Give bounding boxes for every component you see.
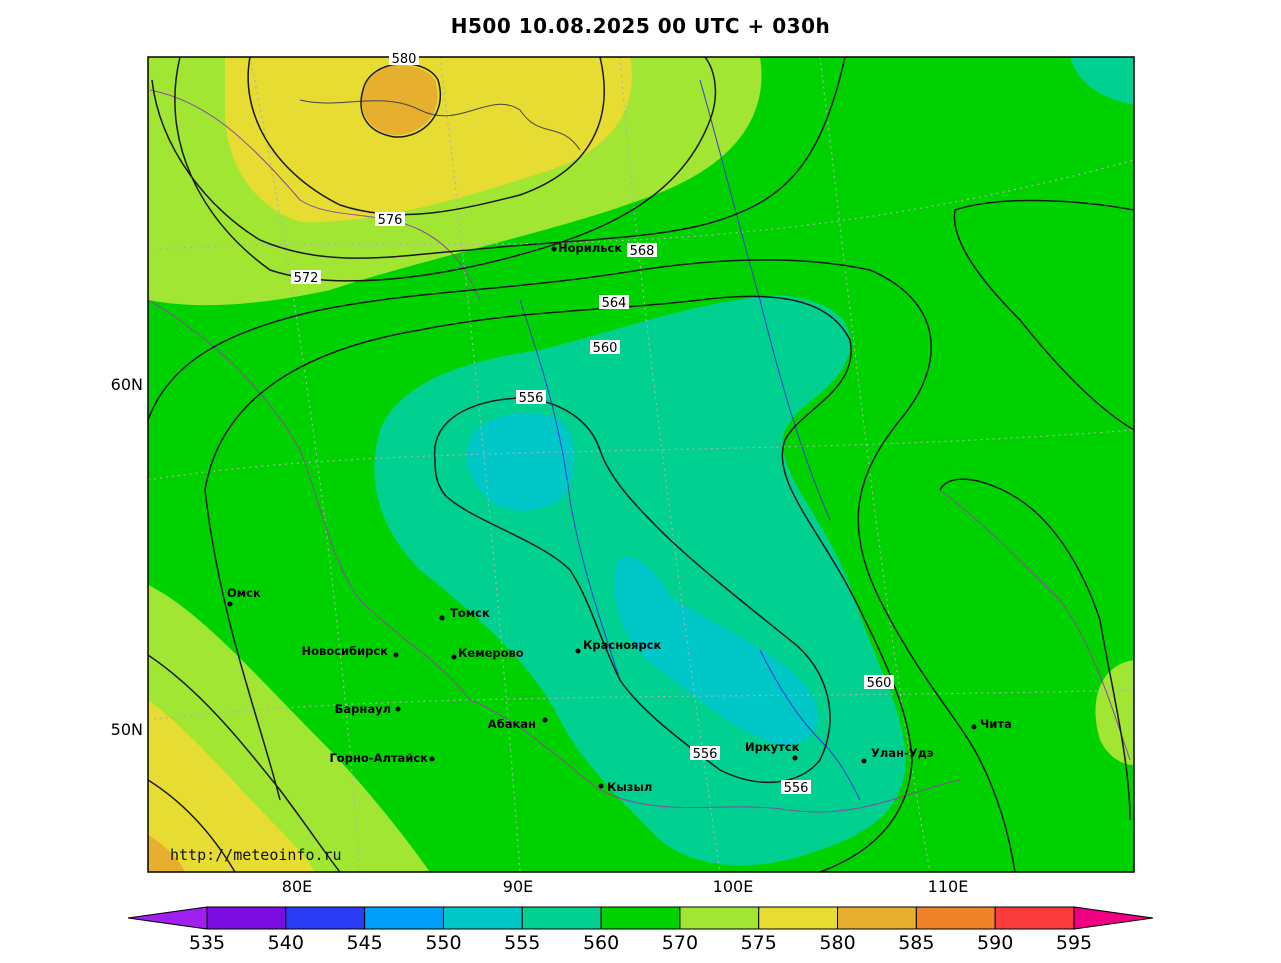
colorbar-segment — [364, 906, 444, 930]
plot-frame — [147, 56, 1135, 873]
field-585-sw — [148, 835, 185, 872]
borders — [148, 79, 1131, 813]
colorbar-tick-label: 580 — [819, 932, 855, 954]
contour-568 — [151, 57, 846, 259]
watermark-url: http://meteoinfo.ru — [170, 846, 342, 864]
contour-label: 564 — [602, 296, 627, 311]
city-label-barnaul: Барнаул — [335, 702, 391, 716]
field-585-north — [361, 65, 438, 135]
city-label-omsk: Омск — [227, 586, 261, 600]
map-plot-area — [148, 57, 1134, 872]
map-title: H500 10.08.2025 00 UTC + 030h — [450, 14, 831, 38]
city-label-kemerovo: Кемерово — [458, 646, 524, 660]
city-label-novosibirsk: Новосибирск — [301, 644, 388, 658]
city-label-kyzyl: Кызыл — [607, 780, 652, 794]
colorbar-tick-label: 535 — [189, 932, 225, 954]
colorbar-segment — [915, 906, 996, 930]
contour-556-outer — [148, 654, 341, 872]
contour-label: 576 — [378, 213, 403, 228]
city-label-abakan: Абакан — [488, 717, 536, 731]
contour-east-2 — [939, 478, 1131, 821]
colorbar-extend-high — [1073, 906, 1154, 930]
colorbar-tick-label: 575 — [741, 932, 777, 954]
contour-label: 556 — [693, 747, 718, 762]
contour-560 — [204, 295, 913, 872]
colorbar-segment — [679, 906, 760, 930]
city-label-krasnoyarsk: Красноярск — [583, 638, 661, 652]
city-label-gorno-altaysk: Горно-Алтайск — [329, 751, 428, 765]
city-label-chita: Чита — [980, 717, 1012, 731]
colorbar-extend-low — [127, 906, 208, 930]
field-555-north-core — [466, 412, 575, 511]
field-555-south-core — [614, 556, 818, 745]
lon-label: 110E — [928, 877, 969, 896]
contour-560-outer — [204, 489, 281, 801]
colorbar-segment — [758, 906, 839, 930]
colorbar-tick-label: 585 — [898, 932, 934, 954]
contour-556 — [433, 397, 831, 783]
lat-label: 50N — [111, 720, 143, 739]
colorbar-tick-label: 570 — [662, 932, 698, 954]
lat-label: 60N — [111, 375, 143, 394]
lon-label: 90E — [503, 877, 533, 896]
contour-label: 560 — [593, 341, 618, 356]
city-label-norilsk: Норильск — [558, 241, 622, 255]
contours — [148, 57, 1134, 872]
colorbar-segment — [994, 906, 1075, 930]
contour-label: 572 — [294, 271, 319, 286]
colorbar-tick-label: 595 — [1056, 932, 1092, 954]
contour-564 — [148, 259, 1016, 872]
colorbar-segment — [521, 906, 602, 930]
contour-label: 568 — [630, 244, 655, 259]
city-label-ulan-ude: Улан-Удэ — [871, 746, 934, 760]
field-580-north — [225, 57, 632, 223]
contour-572 — [174, 57, 717, 282]
colorbar: 535 540 545 550 555 560 570 575 580 585 590 595 — [127, 906, 1154, 954]
colorbar-tick-label: 560 — [583, 932, 619, 954]
colorbar-tick-label: 590 — [977, 932, 1013, 954]
colorbar-segment — [442, 906, 523, 930]
contour-east — [953, 199, 1134, 431]
contour-label: 556 — [519, 391, 544, 406]
field-560-ne — [1070, 57, 1134, 105]
city-label-tomsk: Томск — [450, 606, 490, 620]
contour-label: 580 — [392, 52, 417, 67]
colorbar-segment — [206, 906, 287, 930]
colorbar-segment — [285, 906, 366, 930]
contour-labels: 580 576 572 568 564 560 556 556 556 560 — [291, 51, 894, 796]
field-575-east — [1095, 660, 1134, 765]
cities: Норильск Омск Томск Новосибирск Кемерово… — [227, 241, 1012, 794]
axis-labels: 80E 90E 100E 110E 60N 50N — [111, 375, 969, 896]
city-label-irkutsk: Иркутск — [745, 740, 800, 754]
contour-552 — [148, 779, 236, 872]
lon-label: 100E — [713, 877, 754, 896]
colorbar-tick-label: 550 — [425, 932, 461, 954]
contour-label: 556 — [784, 781, 809, 796]
field-580-sw — [148, 700, 315, 872]
colorbar-tick-label: 540 — [268, 932, 304, 954]
colorbar-tick-label: 555 — [504, 932, 540, 954]
colorbar-segment — [837, 906, 917, 930]
contour-576 — [247, 57, 605, 216]
graticule — [148, 57, 1134, 872]
colorbar-tick-label: 545 — [347, 932, 383, 954]
contour-label: 560 — [867, 676, 892, 691]
colorbar-segment — [600, 906, 681, 930]
lon-label: 80E — [282, 877, 312, 896]
